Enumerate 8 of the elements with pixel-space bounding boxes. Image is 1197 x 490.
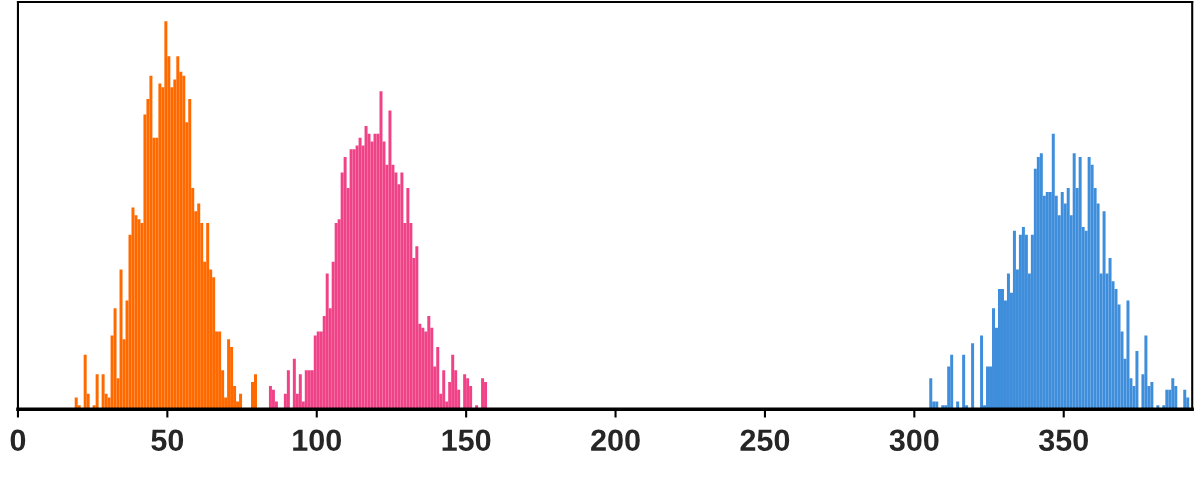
x-tick-label: 300 <box>889 429 939 452</box>
x-tick-label: 350 <box>1038 429 1088 452</box>
x-tick-label: 250 <box>740 429 790 452</box>
x-tick-label: 0 <box>10 429 26 452</box>
x-tick-label: 200 <box>591 429 640 452</box>
x-tick-label: 50 <box>151 429 184 452</box>
x-tick-label: 100 <box>293 429 341 452</box>
x-tick-label: 150 <box>442 429 491 452</box>
